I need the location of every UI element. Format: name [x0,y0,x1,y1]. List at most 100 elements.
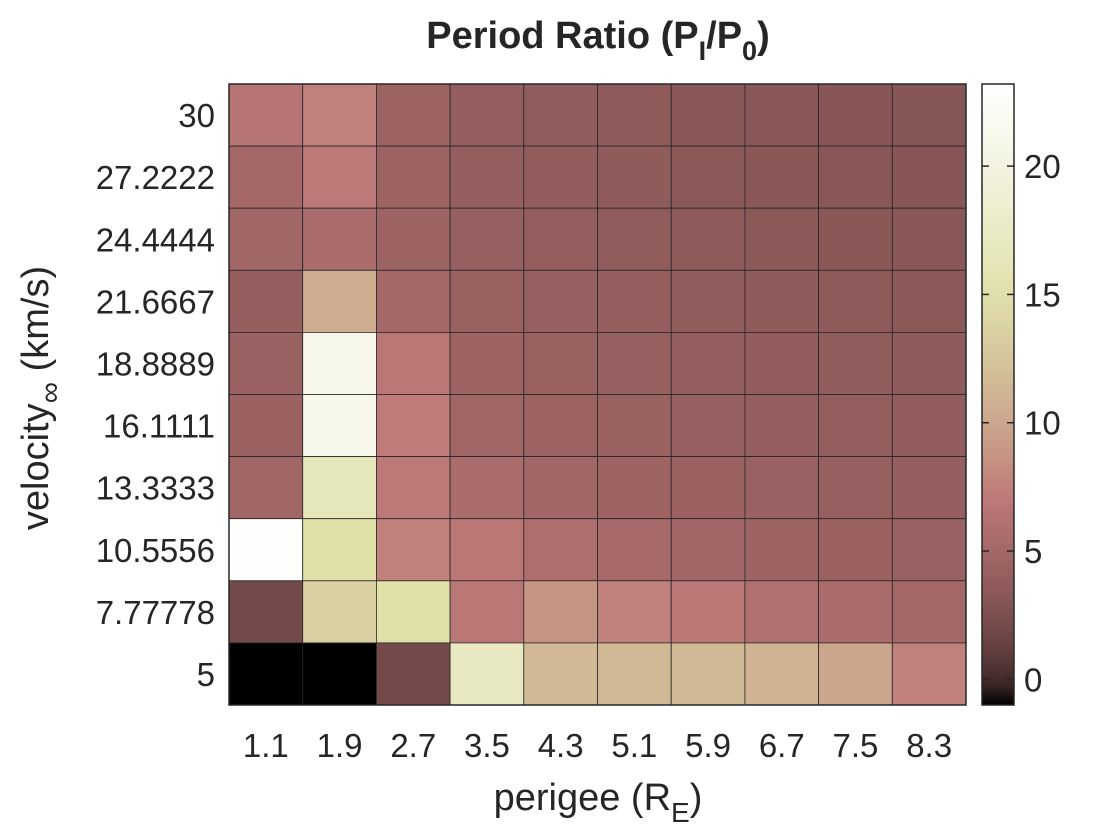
heatmap-cell [670,269,746,333]
heatmap-cell [449,269,525,333]
heatmap-cell [597,83,672,147]
heatmap-cell [744,518,820,582]
heatmap-cell [375,394,451,457]
heatmap-cell [597,145,672,209]
heatmap-cell [302,518,377,582]
heatmap-cell [523,580,598,644]
heatmap-cell [449,331,525,395]
heatmap-cell [670,642,746,706]
heatmap-cell [597,331,672,395]
heatmap-cell [818,394,893,457]
heatmap-cell [302,269,377,333]
heatmap-cell [302,145,377,209]
y-tick-label: 13.3333 [96,470,215,507]
heatmap-cell [818,580,893,644]
colorbar-tick-label: 15 [1024,276,1061,313]
heatmap-cell [523,207,598,271]
heatmap-cell [228,394,304,457]
heatmap-cell [744,456,820,520]
heatmap-cell [228,145,304,209]
heatmap-cell [375,580,451,644]
heatmap-cell [744,269,820,333]
y-tick-label: 24.4444 [96,221,215,258]
heatmap-cell [375,207,451,271]
heatmap-cell [228,331,304,395]
x-axis-label: perigee (RE) [494,777,703,828]
heatmap-cell [670,207,746,271]
heatmap-cell [597,642,672,706]
heatmap-cell [375,518,451,582]
heatmap-cell [744,331,820,395]
heatmap-cell [449,207,525,271]
heatmap-cell [818,456,893,520]
heatmap-cell [597,207,672,271]
colorbar-tick-label: 20 [1024,148,1061,185]
heatmap-cell [523,145,598,209]
heatmap-cell [302,456,377,520]
heatmap-cell [818,642,893,706]
heatmap-cell [449,145,525,209]
heatmap-cell [670,83,746,147]
heatmap-cell [523,394,598,457]
heatmap-cell [375,456,451,520]
x-tick-label: 6.7 [759,727,805,764]
heatmap-cell [744,83,820,147]
x-tick-label: 8.3 [906,727,952,764]
heatmap-cell [375,145,451,209]
heatmap-cell [670,580,746,644]
chart-title: Period Ratio (PI/P0) [426,15,769,66]
heatmap-cell [449,580,525,644]
x-tick-label: 7.5 [833,727,879,764]
y-axis-label: velocity∞ (km/s) [15,266,67,530]
heatmap-cell [818,207,893,271]
heatmap-cell [523,518,598,582]
heatmap-cell [302,642,377,706]
x-tick-label: 1.9 [317,727,363,764]
colorbar-tick-labels: 0 5 10 15 20 [982,148,1061,698]
heatmap-cell [523,642,598,706]
heatmap-cell [670,145,746,209]
heatmap-cell [302,83,377,147]
colorbar-tick-label: 10 [1024,405,1061,442]
heatmap-cell [228,456,304,520]
y-tick-label: 18.8889 [96,345,215,382]
heatmap-cell [449,456,525,520]
heatmap-cell [818,331,893,395]
y-tick-labels: 30 27.2222 24.4444 21.6667 18.8889 16.1111 13.… [96,97,215,693]
colorbar-tick-label: 5 [1024,533,1042,570]
heatmap-cell [891,83,967,147]
heatmap-cell [228,518,304,582]
x-tick-label: 4.3 [538,727,584,764]
heatmap-cell [744,394,820,457]
heatmap-cell [891,207,967,271]
heatmap-cell [597,394,672,457]
heatmap-cell [891,145,967,209]
heatmap-cell [670,331,746,395]
heatmap-cell [818,145,893,209]
heatmap-cell [891,394,967,457]
heatmap-cell [891,642,967,706]
x-tick-labels: 1.1 1.9 2.7 3.5 4.3 5.1 5.9 6.7 7.5 8.3 [243,727,952,764]
x-tick-label: 2.7 [390,727,436,764]
heatmap-cell [597,580,672,644]
heatmap-cell [744,580,820,644]
y-tick-label: 27.2222 [96,159,215,196]
heatmap-cell [449,642,525,706]
heatmap-cell [744,642,820,706]
plot-frame [228,83,967,706]
heatmap-cell [228,83,304,147]
heatmap-cell [375,269,451,333]
heatmap-cell [228,207,304,271]
x-tick-label: 3.5 [464,727,510,764]
x-tick-label: 5.9 [685,727,731,764]
heatmap-cell [891,456,967,520]
heatmap-cell [228,580,304,644]
heatmap-cell [818,269,893,333]
heatmap-cells [228,83,967,706]
heatmap-cell [449,518,525,582]
y-tick-label: 30 [178,97,215,134]
heatmap-cell [891,580,967,644]
heatmap-cell [891,518,967,582]
heatmap-cell [449,83,525,147]
heatmap-cell [523,83,598,147]
